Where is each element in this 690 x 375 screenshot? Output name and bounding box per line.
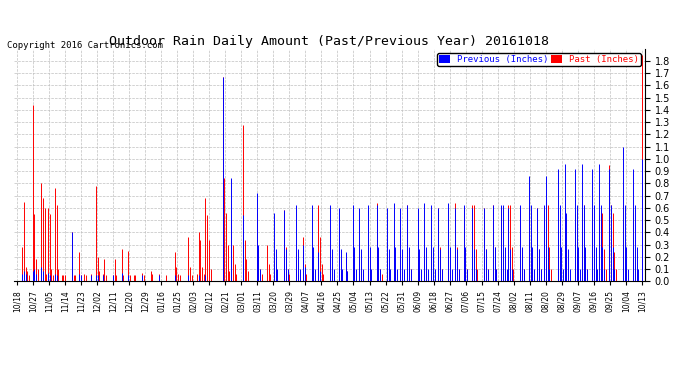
Text: Copyright 2016 Cartronics.com: Copyright 2016 Cartronics.com (8, 40, 164, 50)
Legend: Previous (Inches), Past (Inches): Previous (Inches), Past (Inches) (437, 53, 640, 66)
Title: Outdoor Rain Daily Amount (Past/Previous Year) 20161018: Outdoor Rain Daily Amount (Past/Previous… (110, 34, 549, 48)
